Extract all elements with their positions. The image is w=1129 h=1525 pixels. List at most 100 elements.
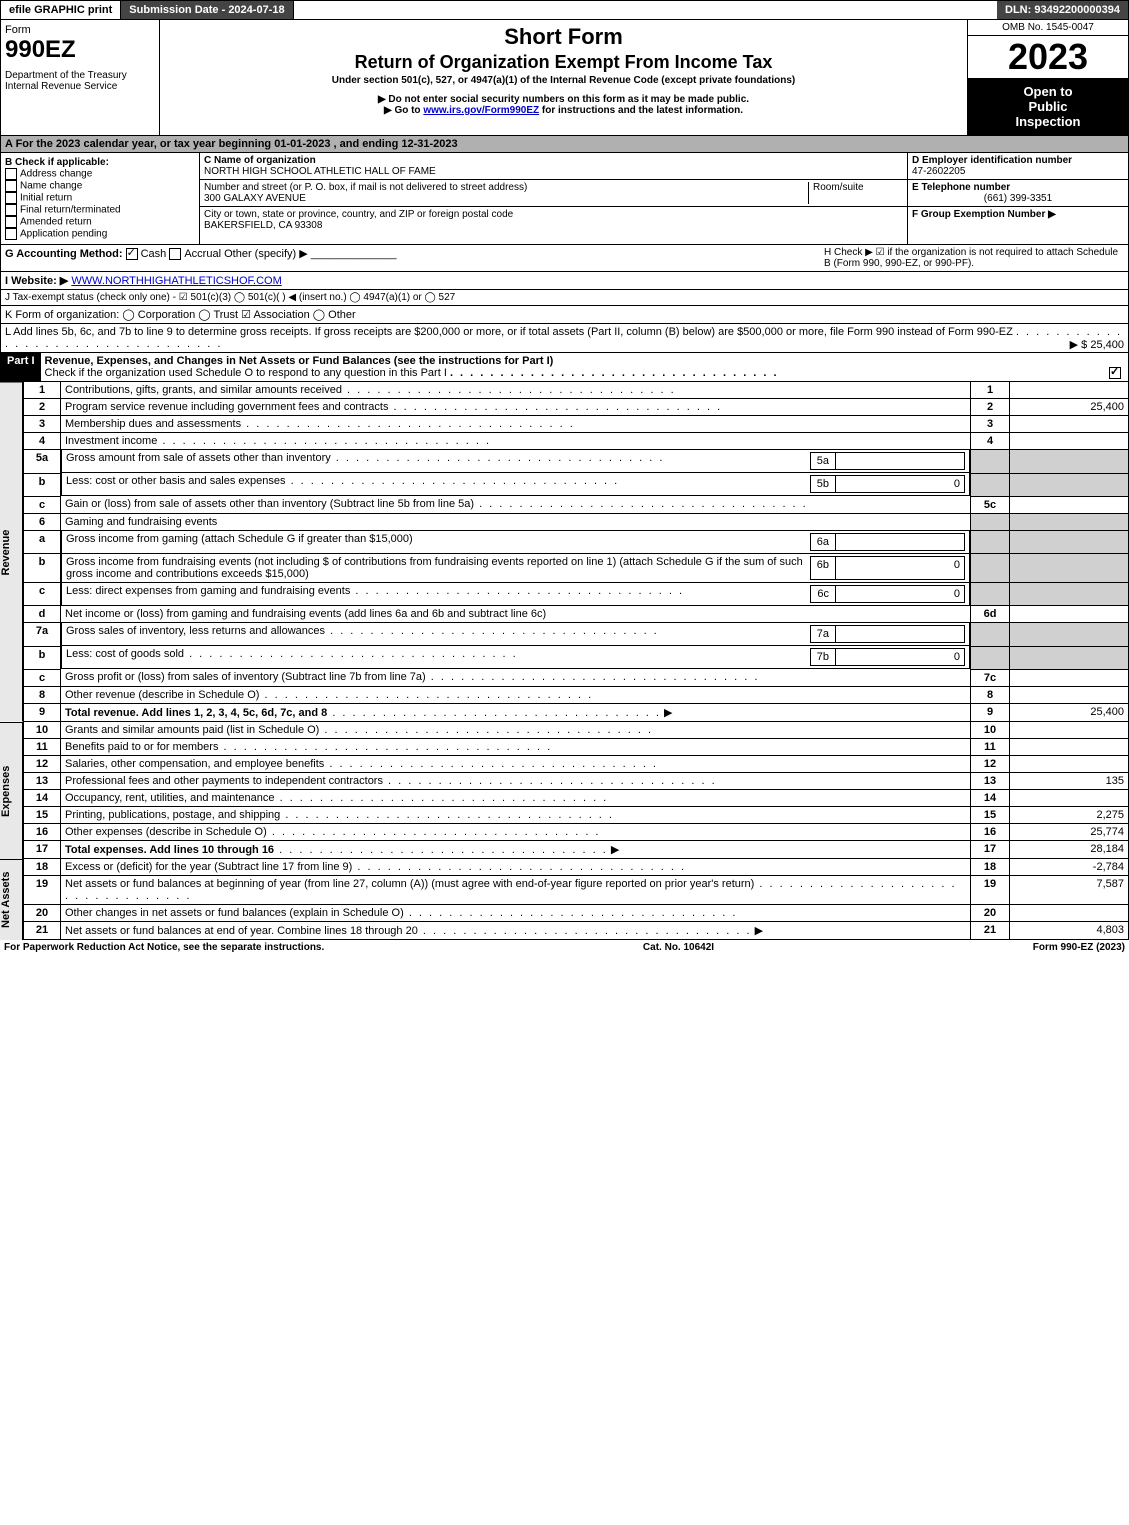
line-3: 3Membership dues and assessments3 <box>24 416 1129 433</box>
amt-3 <box>1010 416 1129 433</box>
amt-1 <box>1010 382 1129 399</box>
desc-8: Other revenue (describe in Schedule O) <box>65 689 259 701</box>
ln-14: 14 <box>24 789 61 806</box>
chk-name[interactable]: Name change <box>5 180 195 192</box>
ein-label: D Employer identification number <box>912 155 1072 166</box>
amt-20 <box>1010 904 1129 921</box>
amt-6a-shade <box>1010 530 1129 554</box>
top-bar: efile GRAPHIC print Submission Date - 20… <box>0 0 1129 20</box>
info-grid: B Check if applicable: Address change Na… <box>0 153 1129 245</box>
amt-7b-shade <box>1010 646 1129 669</box>
line-7c: c Gross profit or (loss) from sales of in… <box>24 669 1129 686</box>
col-6c-shade <box>971 583 1010 606</box>
line-7b: bLess: cost of goods sold7b0 <box>24 646 1129 669</box>
col-11: 11 <box>971 738 1010 755</box>
street-label: Number and street (or P. O. box, if mail… <box>204 182 527 193</box>
col-17: 17 <box>971 840 1010 858</box>
chk-pending[interactable]: Application pending <box>5 228 195 240</box>
line-5a: 5aGross amount from sale of assets other… <box>24 450 1129 474</box>
amt-13: 135 <box>1010 772 1129 789</box>
title-short-form: Short Form <box>164 24 963 50</box>
col-9: 9 <box>971 703 1010 721</box>
desc-7c: Gross profit or (loss) from sales of inv… <box>65 671 426 683</box>
part1-check[interactable] <box>1109 367 1121 379</box>
col-10: 10 <box>971 722 1010 739</box>
chk-cash[interactable] <box>126 248 138 260</box>
col-12: 12 <box>971 755 1010 772</box>
chk-final-label: Final return/terminated <box>20 205 121 216</box>
website-link[interactable]: WWW.NORTHHIGHATHLETICSHOF.COM <box>71 275 281 287</box>
chk-address[interactable]: Address change <box>5 168 195 180</box>
subval-7b: 0 <box>836 648 965 666</box>
col-7c: 7c <box>971 669 1010 686</box>
desc-1: Contributions, gifts, grants, and simila… <box>65 384 342 396</box>
org-name-row: C Name of organization NORTH HIGH SCHOOL… <box>200 153 907 180</box>
ln-7a: 7a <box>24 623 61 647</box>
desc-12: Salaries, other compensation, and employ… <box>65 758 324 770</box>
line-12: 12 Salaries, other compensation, and empl… <box>24 755 1129 772</box>
note-ssn: ▶ Do not enter social security numbers o… <box>164 94 963 105</box>
section-h: H Check ▶ ☑ if the organization is not r… <box>824 247 1124 269</box>
chk-amended[interactable]: Amended return <box>5 216 195 228</box>
netassets-vlabel: Net Assets <box>0 859 23 940</box>
amt-15: 2,275 <box>1010 806 1129 823</box>
section-a: A For the 2023 calendar year, or tax yea… <box>0 136 1129 153</box>
subval-7a <box>836 625 965 643</box>
expenses-table: 10Grants and similar amounts paid (list … <box>23 722 1129 859</box>
ln-6b: b <box>24 554 61 583</box>
col-6d: 6d <box>971 606 1010 623</box>
room-suite-label: Room/suite <box>808 182 903 204</box>
section-d-e-f: D Employer identification number 47-2602… <box>908 153 1128 244</box>
desc-15: Printing, publications, postage, and shi… <box>65 809 280 821</box>
amt-5c <box>1010 496 1129 513</box>
chk-accrual[interactable] <box>169 248 181 260</box>
desc-6c: Less: direct expenses from gaming and fu… <box>66 585 350 597</box>
part1-title-text: Revenue, Expenses, and Changes in Net As… <box>45 355 554 367</box>
ln-8: 8 <box>24 686 61 703</box>
ln-6: 6 <box>24 513 61 530</box>
irs-link[interactable]: www.irs.gov/Form990EZ <box>423 105 539 116</box>
ln-4: 4 <box>24 433 61 450</box>
amt-5a-shade <box>1010 450 1129 474</box>
col-4: 4 <box>971 433 1010 450</box>
col-8: 8 <box>971 686 1010 703</box>
line-7a: 7aGross sales of inventory, less returns… <box>24 623 1129 647</box>
line-6c: c Less: direct expenses from gaming and f… <box>24 583 1129 606</box>
amt-17: 28,184 <box>1010 840 1129 858</box>
col-15: 15 <box>971 806 1010 823</box>
amt-6b-shade <box>1010 554 1129 583</box>
chk-final[interactable]: Final return/terminated <box>5 204 195 216</box>
revenue-table: 1 Contributions, gifts, grants, and simil… <box>23 382 1129 722</box>
efile-label[interactable]: efile GRAPHIC print <box>1 1 121 19</box>
inspection-box: Open to Public Inspection <box>968 78 1128 135</box>
ln-12: 12 <box>24 755 61 772</box>
desc-5c: Gain or (loss) from sale of assets other… <box>65 498 474 510</box>
col-7a-shade <box>971 623 1010 647</box>
line-18: 18Excess or (deficit) for the year (Subt… <box>24 859 1129 876</box>
part1-title: Revenue, Expenses, and Changes in Net As… <box>41 353 1128 381</box>
col-3: 3 <box>971 416 1010 433</box>
amt-16: 25,774 <box>1010 823 1129 840</box>
line-19: 19Net assets or fund balances at beginni… <box>24 875 1129 904</box>
website-label: I Website: ▶ <box>5 275 68 287</box>
amt-12 <box>1010 755 1129 772</box>
ln-6c: c <box>24 583 61 606</box>
group-exemption: F Group Exemption Number ▶ <box>908 207 1128 222</box>
col-5c: 5c <box>971 496 1010 513</box>
amt-4 <box>1010 433 1129 450</box>
section-j: J Tax-exempt status (check only one) - ☑… <box>0 290 1129 306</box>
chk-initial[interactable]: Initial return <box>5 192 195 204</box>
ln-7c: c <box>24 669 61 686</box>
col-1: 1 <box>971 382 1010 399</box>
subval-6c: 0 <box>836 585 965 603</box>
amt-11 <box>1010 738 1129 755</box>
note-post: for instructions and the latest informat… <box>539 105 743 116</box>
line-8: 8 Other revenue (describe in Schedule O) 8 <box>24 686 1129 703</box>
col-13: 13 <box>971 772 1010 789</box>
line-5b: bLess: cost or other basis and sales exp… <box>24 473 1129 496</box>
line-6b: bGross income from fundraising events (n… <box>24 554 1129 583</box>
ln-15: 15 <box>24 806 61 823</box>
header-right: OMB No. 1545-0047 2023 Open to Public In… <box>968 20 1128 135</box>
inspection-3: Inspection <box>972 114 1124 129</box>
desc-5b: Less: cost or other basis and sales expe… <box>66 475 286 487</box>
